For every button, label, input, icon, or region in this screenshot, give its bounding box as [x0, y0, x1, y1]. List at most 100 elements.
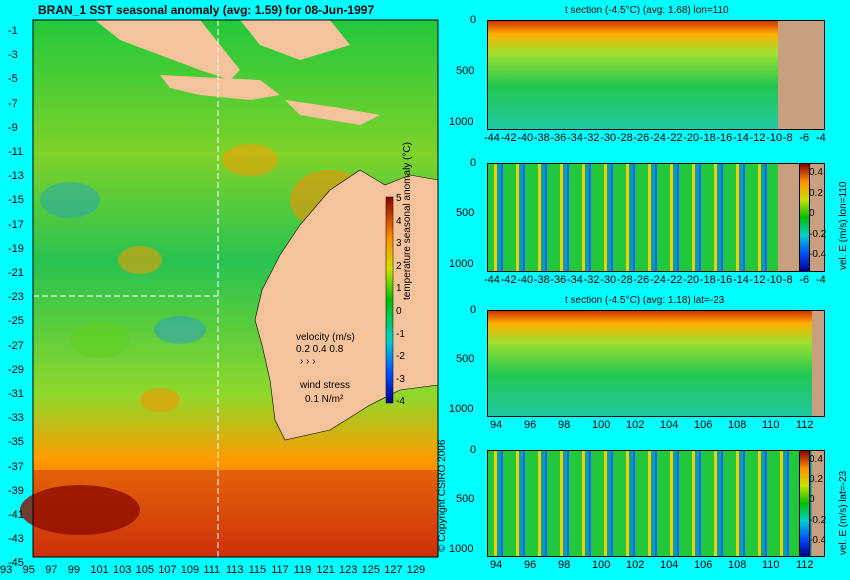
- panel-x-tick: 110: [762, 559, 780, 571]
- velocity-label: velocity (m/s): [296, 332, 355, 343]
- panel-x-tick: 98: [558, 559, 571, 571]
- panel-x-tick: -38: [533, 132, 550, 144]
- panel-x-tick: 106: [694, 419, 713, 431]
- map-lon-tick: 129: [406, 564, 426, 576]
- panel-colorbar-tick: 0: [809, 208, 815, 220]
- panel-colorbar-tick: -0.2: [809, 514, 827, 526]
- panel-plot: [487, 20, 825, 130]
- colorbar-tick: -2: [396, 351, 405, 363]
- panel-x-tick: -18: [699, 132, 716, 144]
- panel-x-tick: -10: [766, 274, 783, 286]
- wind-scale: 0.1 N/m²: [305, 394, 344, 405]
- map-lon-tick: 107: [158, 564, 177, 576]
- panel-x-tick: 98: [558, 419, 571, 431]
- map-lon-tick: 125: [361, 564, 380, 576]
- panel-x-tick: -12: [749, 132, 766, 144]
- panel-x-tick: -32: [583, 132, 600, 144]
- panel-x-tick: 102: [626, 559, 645, 571]
- panel-title: t section (-4.5°C) (avg: 1.68) lon=110: [565, 5, 729, 16]
- panel-y-tick: 0: [470, 444, 477, 456]
- panel-x-tick: 110: [762, 419, 780, 431]
- map-lat-tick: -15: [8, 194, 24, 207]
- panel-x-tick: 104: [660, 419, 679, 431]
- panel-x-tick: -34: [567, 274, 583, 286]
- map-lat-tick: -35: [8, 436, 24, 449]
- panel-x-tick: -30: [600, 274, 617, 286]
- map-lon-tick: 103: [113, 564, 132, 576]
- panel-colorbar-tick: -0.4: [809, 249, 827, 261]
- panel-x-tick: -4: [816, 274, 826, 286]
- map-lat-tick: -1: [8, 25, 18, 37]
- panel-colorbar: [799, 163, 810, 272]
- map-lon-tick: 93: [0, 564, 13, 576]
- map-lat-tick: -9: [8, 121, 18, 134]
- colorbar-tick: 0: [396, 306, 402, 317]
- panel-x-tick: -44: [484, 132, 500, 144]
- panel-x-tick: 96: [524, 559, 537, 571]
- map-lat-tick: -17: [8, 218, 24, 231]
- map-lat-tick: -13: [8, 170, 24, 183]
- land-java: [160, 75, 280, 100]
- panel-y-tick: 1000: [449, 542, 474, 555]
- land-borneo: [240, 20, 350, 60]
- panel-y-tick: 1000: [449, 257, 474, 270]
- panel-x-tick: -6: [799, 132, 810, 144]
- panel-colorbar-label: vel. E (m/s) lon=110: [838, 181, 849, 270]
- panel-x-tick: 100: [592, 419, 611, 431]
- panel-x-tick: -30: [600, 132, 617, 144]
- copyright-text: © Copyright CSIRO 2006: [437, 439, 448, 552]
- colorbar-tick: -4: [396, 396, 405, 408]
- panel-x-tick: 104: [660, 559, 679, 571]
- panel-y-tick: 500: [456, 64, 475, 77]
- panel-plot: [487, 163, 825, 272]
- map-lat-tick: -41: [8, 509, 24, 521]
- panel-x-tick: -28: [616, 274, 633, 286]
- panel-colorbar-tick: -0.4: [809, 534, 827, 546]
- panel-x-tick: -40: [517, 274, 534, 286]
- panel-x-tick: -26: [633, 132, 650, 144]
- panel-x-tick: 96: [524, 419, 537, 431]
- map-lat-tick: -31: [8, 388, 24, 400]
- map-lon-tick: 127: [384, 564, 403, 576]
- map-lon-tick: 109: [180, 564, 200, 576]
- panel-x-tick: 102: [626, 419, 645, 431]
- panel-x-tick: -10: [766, 132, 783, 144]
- panel-plot: [487, 310, 825, 417]
- velocity-scale: 0.2 0.4 0.8: [296, 344, 344, 355]
- panel-x-tick: -16: [716, 274, 733, 286]
- colorbar-tick: -3: [396, 373, 405, 385]
- panel-x-tick: 112: [796, 559, 814, 571]
- panel-x-tick: -44: [484, 274, 500, 286]
- panel-x-tick: -42: [500, 132, 517, 144]
- panel-x-tick: -8: [782, 274, 793, 286]
- panel-colorbar-label: vel. E (m/s) lat=-23: [838, 470, 849, 555]
- map-lat-tick: -25: [8, 315, 24, 328]
- panel-x-tick: 106: [694, 559, 713, 571]
- panel-land: [778, 21, 824, 129]
- colorbar-tick: -1: [396, 328, 405, 340]
- map-lat-tick: -19: [8, 242, 24, 255]
- map-lat-tick: -11: [8, 146, 24, 158]
- panel-x-tick: -14: [733, 132, 749, 144]
- panel-x-tick: -36: [550, 132, 567, 144]
- main-title: BRAN_1 SST seasonal anomaly (avg: 1.59) …: [38, 3, 375, 17]
- panel-y-tick: 0: [470, 304, 477, 316]
- map-lon-tick: 117: [271, 564, 289, 576]
- map-lat-tick: -37: [8, 460, 24, 473]
- panel-colorbar-tick: 0.4: [809, 454, 823, 465]
- land-sumatra: [95, 20, 240, 80]
- map-lon-tick: 101: [90, 564, 109, 576]
- map-colorbar: [385, 196, 394, 404]
- map-lon-tick: 123: [339, 564, 358, 576]
- panel-x-tick: -20: [683, 132, 700, 144]
- panel-x-tick: -12: [749, 274, 766, 286]
- panel-y-tick: 0: [470, 157, 477, 169]
- map-lat-tick: -3: [8, 49, 18, 62]
- velocity-arrows: › › ›: [300, 356, 316, 367]
- panel-x-tick: -14: [733, 274, 749, 286]
- panel-x-tick: -22: [666, 274, 683, 286]
- map-lon-tick: 111: [203, 564, 221, 576]
- map-lon-tick: 99: [67, 564, 81, 576]
- colorbar-tick: 2: [396, 260, 402, 272]
- panel-y-tick: 0: [470, 14, 477, 26]
